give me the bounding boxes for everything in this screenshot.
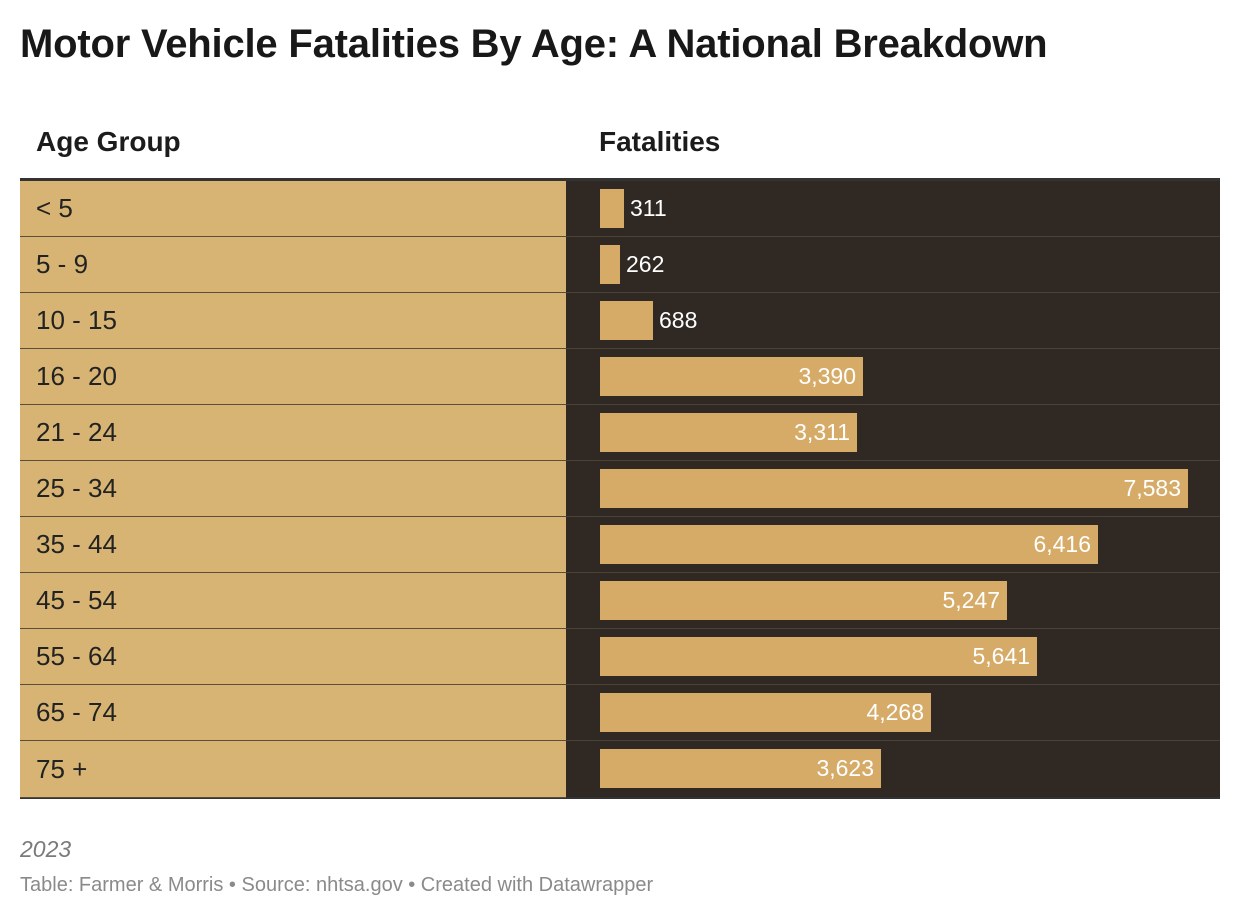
table-row: 16 - 20 3,390 [20, 349, 1220, 405]
fatalities-value-label: 5,247 [942, 587, 1000, 613]
table-row: 45 - 54 5,247 [20, 573, 1220, 629]
fatalities-bar [600, 581, 1007, 620]
fatalities-cell: 3,623 [566, 741, 1220, 797]
fatalities-bar [600, 189, 624, 228]
chart-title: Motor Vehicle Fatalities By Age: A Natio… [20, 22, 1048, 66]
fatalities-cell: 262 [566, 237, 1220, 292]
age-group-cell: < 5 [20, 181, 566, 237]
age-group-cell: 21 - 24 [20, 405, 566, 461]
age-group-cell: 25 - 34 [20, 461, 566, 517]
age-group-cell: 75 + [20, 741, 566, 798]
table-row: 10 - 15 688 [20, 293, 1220, 349]
fatalities-cell: 6,416 [566, 517, 1220, 572]
age-group-cell: 65 - 74 [20, 685, 566, 741]
fatalities-bar [600, 637, 1037, 676]
age-group-cell: 45 - 54 [20, 573, 566, 629]
age-group-cell: 5 - 9 [20, 237, 566, 293]
table-row: 21 - 24 3,311 [20, 405, 1220, 461]
age-group-cell: 10 - 15 [20, 293, 566, 349]
age-group-cell: 16 - 20 [20, 349, 566, 405]
fatalities-bar [600, 245, 620, 284]
fatalities-bar [600, 693, 931, 732]
fatalities-cell: 5,247 [566, 573, 1220, 628]
fatalities-bar [600, 357, 863, 396]
table-row: 75 + 3,623 [20, 741, 1220, 798]
fatalities-cell: 311 [566, 181, 1220, 236]
fatalities-cell: 3,311 [566, 405, 1220, 460]
table-footer: Table: Farmer & Morris • Source: nhtsa.g… [20, 874, 654, 896]
fatalities-cell: 7,583 [566, 461, 1220, 516]
table-row: 25 - 34 7,583 [20, 461, 1220, 517]
table-row: < 5 311 [20, 181, 1220, 237]
fatalities-value-label: 3,390 [798, 363, 856, 389]
age-group-cell: 35 - 44 [20, 517, 566, 573]
fatalities-bar [600, 301, 653, 340]
column-header-fatalities: Fatalities [599, 126, 721, 157]
data-table: < 5 311 5 - 9 262 10 - 15 688 16 - 20 3,390 21 -… [20, 178, 1220, 799]
column-header-age-group: Age Group [36, 126, 181, 157]
fatalities-bar [600, 469, 1188, 508]
fatalities-value-label: 4,268 [866, 699, 924, 725]
age-group-cell: 55 - 64 [20, 629, 566, 685]
fatalities-bar [600, 749, 881, 788]
fatalities-cell: 5,641 [566, 629, 1220, 684]
table-row: 35 - 44 6,416 [20, 517, 1220, 573]
table-row: 5 - 9 262 [20, 237, 1220, 293]
fatalities-cell: 3,390 [566, 349, 1220, 404]
fatalities-bar [600, 413, 857, 452]
fatalities-value-label: 3,623 [816, 755, 874, 781]
table-note: 2023 [20, 836, 72, 862]
fatalities-value-label: 3,311 [794, 419, 850, 445]
fatalities-value-label: 262 [626, 251, 665, 277]
fatalities-value-label: 5,641 [972, 643, 1030, 669]
table-row: 55 - 64 5,641 [20, 629, 1220, 685]
fatalities-value-label: 6,416 [1033, 531, 1091, 557]
fatalities-cell: 4,268 [566, 685, 1220, 740]
fatalities-value-label: 311 [630, 195, 667, 221]
table-row: 65 - 74 4,268 [20, 685, 1220, 741]
fatalities-value-label: 688 [659, 307, 698, 333]
fatalities-bar [600, 525, 1098, 564]
fatalities-value-label: 7,583 [1123, 475, 1181, 501]
fatalities-cell: 688 [566, 293, 1220, 348]
